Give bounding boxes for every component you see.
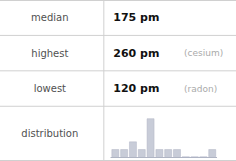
svg-text:(cesium): (cesium) <box>184 48 223 58</box>
svg-text:highest: highest <box>31 48 68 59</box>
svg-text:median: median <box>31 12 69 23</box>
svg-text:260 pm: 260 pm <box>113 47 159 60</box>
svg-text:distribution: distribution <box>21 128 78 139</box>
svg-text:(radon): (radon) <box>184 84 217 94</box>
svg-text:175 pm: 175 pm <box>113 11 159 24</box>
svg-text:120 pm: 120 pm <box>113 82 159 95</box>
svg-text:lowest: lowest <box>34 83 66 94</box>
